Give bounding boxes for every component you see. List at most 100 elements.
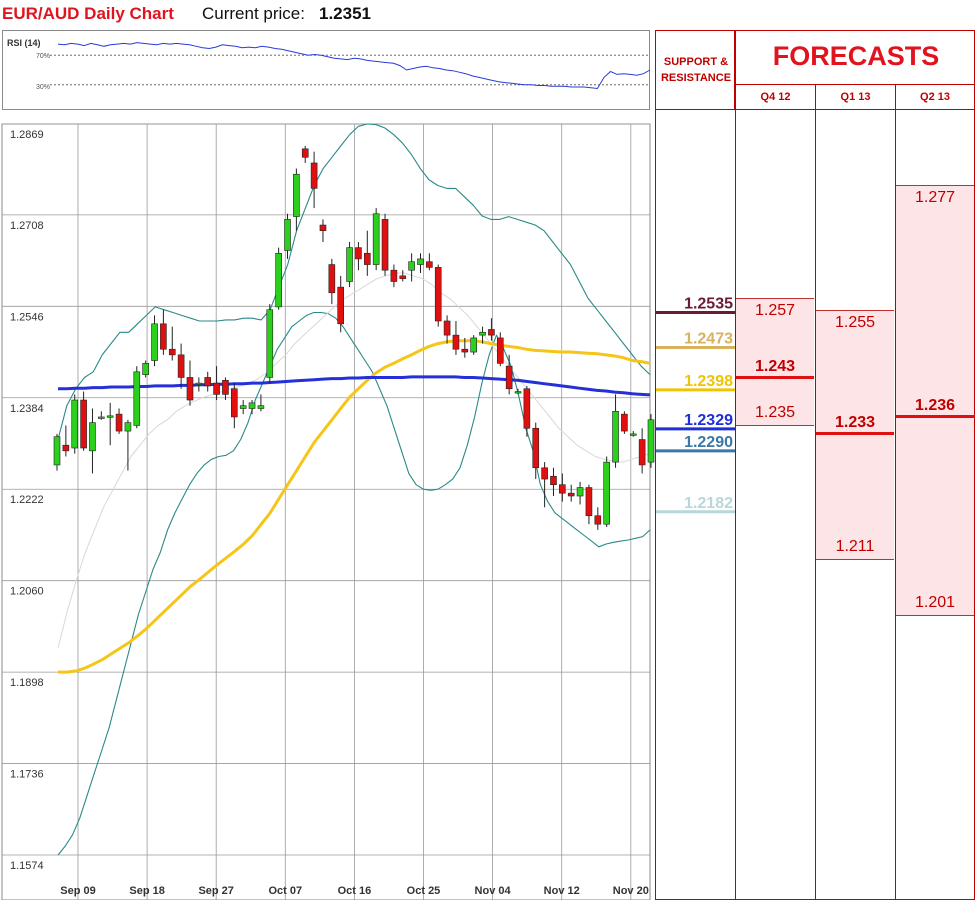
column-label: Q4 12 <box>760 91 791 103</box>
current-price-value: 1.2351 <box>319 4 371 23</box>
bearish-candle <box>559 484 566 494</box>
x-tick-label: Sep 27 <box>198 885 233 897</box>
column-label: Q2 13 <box>920 91 950 103</box>
bullish-candle <box>470 337 477 353</box>
bearish-candle <box>355 247 362 260</box>
bullish-candle <box>266 309 274 378</box>
bearish-candle <box>426 261 433 268</box>
forecast-range-q2-13 <box>896 185 974 616</box>
support-resistance-lines: 1.2535 1.2473 1.2398 1.2329 1.2290 1.2182 <box>655 296 736 514</box>
bearish-candle <box>337 286 345 325</box>
y-tick-label: 1.2060 <box>10 586 44 598</box>
forecast-mid-line-q4-12 <box>736 376 814 379</box>
y-tick-label: 1.2546 <box>10 311 44 323</box>
bullish-candle <box>612 411 619 463</box>
bullish-candle <box>106 415 114 418</box>
bearish-candle <box>160 323 167 350</box>
bullish-candle <box>293 173 300 217</box>
y-tick-label: 1.2869 <box>10 129 44 141</box>
current-price-label: Current price: <box>202 4 305 23</box>
bullish-candle <box>257 405 265 409</box>
bullish-candle <box>408 261 415 271</box>
bullish-candle <box>53 436 61 466</box>
forecasts-header-box: FORECASTS <box>735 30 975 85</box>
bullish-candle <box>479 331 486 336</box>
bullish-candle <box>239 405 247 409</box>
bearish-candle <box>638 439 646 466</box>
sr-level-value: 1.2535 <box>684 296 733 313</box>
bearish-candle <box>381 219 389 271</box>
forecast-mid-q1-13: 1.233 <box>834 414 876 431</box>
forecast-low-q1-13: 1.211 <box>835 538 875 555</box>
x-tick-label: Oct 16 <box>338 885 372 897</box>
sr-level-value: 1.2473 <box>684 331 733 348</box>
bearish-candle <box>177 354 185 378</box>
sr-level-value: 1.2329 <box>684 412 733 429</box>
sma-yellow-line <box>58 339 651 674</box>
forecast-low-q4-12: 1.235 <box>754 404 796 421</box>
y-tick-label: 1.1898 <box>10 677 44 689</box>
sr-header-text: SUPPORT & RESISTANCE <box>660 56 732 84</box>
bullish-candle <box>647 419 655 463</box>
column-label: Q1 13 <box>840 91 871 103</box>
forecast-range-q1-13 <box>816 310 894 560</box>
bollinger-line <box>57 311 651 856</box>
bearish-candle <box>523 388 531 429</box>
bullish-candle <box>98 416 105 419</box>
bearish-candle <box>505 365 513 390</box>
bullish-candle <box>603 461 610 525</box>
bearish-candle <box>363 252 371 265</box>
bullish-candle <box>133 371 141 426</box>
x-tick-label: Sep 09 <box>60 885 95 897</box>
rsi-level-low: 30% <box>36 84 50 91</box>
bullish-candle <box>151 323 158 361</box>
forecast-mid-q4-12: 1.243 <box>754 358 796 375</box>
bearish-candle <box>310 162 318 189</box>
bearish-candle <box>168 348 176 356</box>
x-tick-label: Nov 20 <box>613 885 649 897</box>
forecast-mid-line-q1-13 <box>816 432 894 435</box>
forecast-column-q4-12 <box>735 109 816 900</box>
forecast-high-q4-12: 1.257 <box>754 302 796 319</box>
sr-header-box: SUPPORT & RESISTANCE <box>655 30 735 110</box>
bullish-candle <box>576 487 584 497</box>
chart-title: EUR/AUD Daily Chart <box>2 4 174 23</box>
sr-level-value: 1.2182 <box>684 495 733 512</box>
x-tick-label: Oct 25 <box>407 885 441 897</box>
bearish-candle <box>452 334 460 350</box>
bearish-candle <box>532 427 540 469</box>
bearish-candle <box>80 399 87 449</box>
bearish-candle <box>488 329 495 336</box>
forecast-range-q4-12 <box>736 298 814 426</box>
bullish-candle <box>284 219 291 251</box>
x-tick-label: Nov 04 <box>475 885 512 897</box>
bearish-candle <box>319 224 327 231</box>
forecasts-title: FORECASTS <box>772 41 940 71</box>
x-tick-label: Oct 07 <box>268 885 302 897</box>
sma20-line <box>57 272 651 649</box>
forecast-mid-line-q2-13 <box>896 415 975 418</box>
bearish-candle <box>541 467 548 480</box>
bullish-candle <box>417 258 424 265</box>
sr-level-value: 1.2398 <box>684 373 733 390</box>
forecast-high-q2-13: 1.277 <box>914 189 956 206</box>
rsi-line <box>57 42 651 90</box>
y-tick-label: 1.2222 <box>10 494 44 506</box>
bearish-candle <box>594 515 602 525</box>
bearish-candle <box>328 264 336 294</box>
bullish-candle <box>514 391 522 394</box>
forecast-mid-q2-13: 1.236 <box>914 397 956 414</box>
sr-column <box>655 109 736 900</box>
bearish-candle <box>231 388 238 418</box>
bearish-candle <box>496 337 504 364</box>
bullish-candle <box>248 402 256 409</box>
y-tick-label: 1.1736 <box>10 769 44 781</box>
forecast-low-q2-13: 1.201 <box>914 594 956 611</box>
bearish-candle <box>585 487 593 517</box>
bearish-candle <box>567 492 575 497</box>
rsi-label: RSI (14) <box>7 38 41 48</box>
sma-blue-line <box>58 375 651 397</box>
bearish-candle <box>62 444 70 452</box>
bearish-candle <box>115 413 123 432</box>
